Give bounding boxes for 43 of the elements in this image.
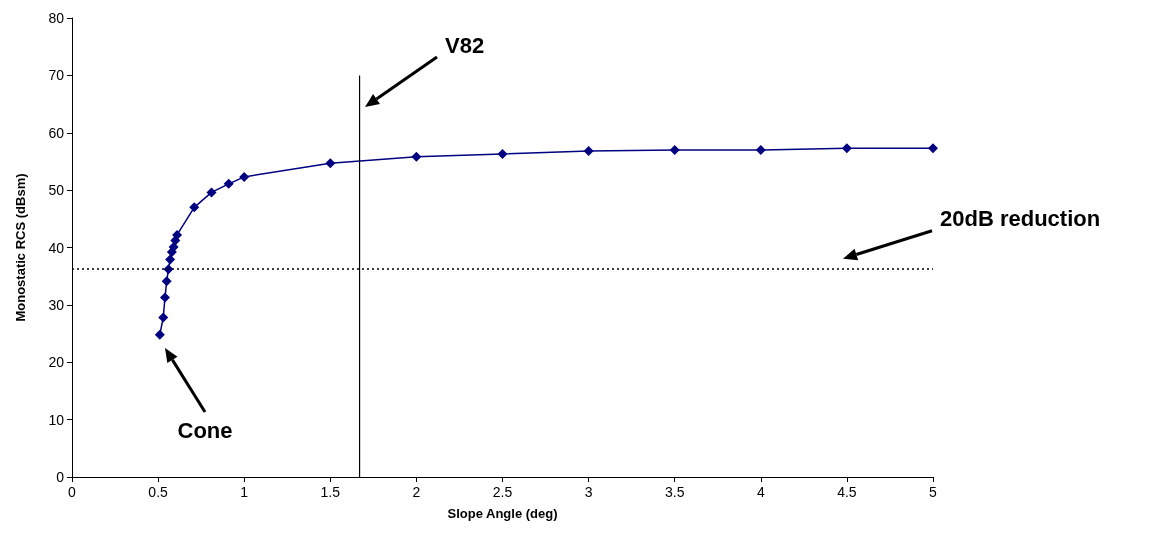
point xyxy=(411,151,422,162)
y-tick-label: 50 xyxy=(48,182,65,199)
ref-line-label: 20dB reduction xyxy=(940,206,1101,232)
x-tick-label: 4 xyxy=(756,484,765,500)
point xyxy=(325,158,336,169)
point xyxy=(755,144,766,155)
y-tick-label: 0 xyxy=(56,469,65,485)
y-tick-label: 80 xyxy=(48,10,65,26)
point xyxy=(165,254,176,265)
x-tick-label: 2 xyxy=(412,484,421,500)
point xyxy=(161,276,172,287)
point xyxy=(158,312,169,323)
point xyxy=(172,229,183,240)
y-axis-title: Monostatic RCS (dBsm) xyxy=(13,173,28,322)
y-tick-label: 10 xyxy=(48,411,65,428)
point xyxy=(669,144,680,155)
point xyxy=(841,143,852,154)
x-tick-label: 1 xyxy=(240,484,249,500)
x-tick-label: 0 xyxy=(68,484,77,500)
y-tick-label: 20 xyxy=(48,354,65,371)
annotation: V82 xyxy=(445,32,485,58)
x-tick-label: 3 xyxy=(584,484,593,500)
point xyxy=(497,148,508,159)
point xyxy=(206,187,217,198)
x-tick-label: 4.5 xyxy=(837,484,857,500)
y-tick-label: 60 xyxy=(48,124,65,141)
point xyxy=(928,143,938,154)
point xyxy=(583,146,594,157)
point xyxy=(239,171,250,182)
point xyxy=(159,292,170,303)
x-axis-title: Slope Angle (deg) xyxy=(447,506,558,521)
y-tick-label: 30 xyxy=(48,296,65,313)
annotation: Cone xyxy=(177,417,233,443)
y-tick-label: 70 xyxy=(48,67,65,84)
x-tick-label: 2.5 xyxy=(492,484,513,500)
point xyxy=(154,329,165,340)
point xyxy=(189,202,200,213)
x-tick-label: 1.5 xyxy=(320,484,341,500)
point xyxy=(223,178,234,189)
x-tick-label: 3.5 xyxy=(664,484,685,500)
x-tick-label: 0.5 xyxy=(148,484,169,500)
x-tick-label: 5 xyxy=(929,484,938,500)
y-tick-label: 40 xyxy=(48,239,65,256)
